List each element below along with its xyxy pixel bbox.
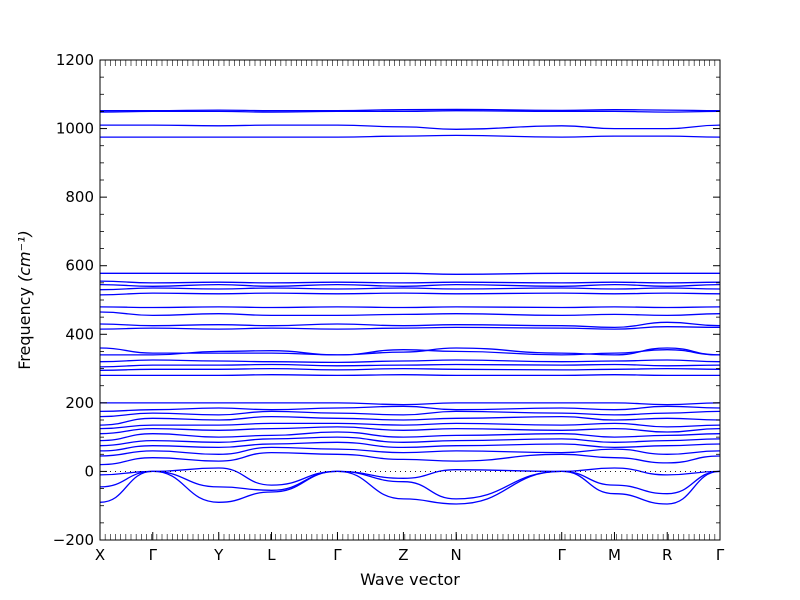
plot-frame <box>99 59 721 541</box>
x-tick-label: L <box>267 546 276 564</box>
band-line-b2 <box>100 470 720 500</box>
y-tick-label: 800 <box>65 188 94 206</box>
band-line-b20 <box>100 347 720 356</box>
x-tick-label: Y <box>213 546 224 564</box>
band-line-b16 <box>100 367 720 371</box>
band-line-b3 <box>100 467 720 486</box>
band-line-b32 <box>100 110 720 113</box>
y-tick-label: 200 <box>65 394 94 412</box>
x-tick-label: M <box>608 546 621 564</box>
bands-layer <box>100 108 720 505</box>
x-tick-label: Z <box>398 546 408 564</box>
band-line-b23 <box>100 311 720 317</box>
y-tick-label: 600 <box>65 257 94 275</box>
x-axis-label: Wave vector <box>360 570 460 589</box>
y-axis-label-text: Frequency <box>15 287 34 370</box>
x-tick-label: Γ <box>558 546 567 564</box>
y-axis-label: Frequency (cm⁻¹) <box>15 230 34 369</box>
band-line-b27 <box>100 283 720 287</box>
y-tick-label: 400 <box>65 325 94 343</box>
band-line-b18 <box>100 359 720 364</box>
band-line-b12 <box>100 410 720 418</box>
y-tick-label: 1000 <box>56 120 94 138</box>
band-line-b19 <box>100 349 720 356</box>
band-line-b31 <box>100 124 720 130</box>
band-line-b8 <box>100 431 720 442</box>
x-tick-label: N <box>451 546 462 564</box>
y-tick-label: 0 <box>84 462 94 480</box>
x-tick-label: Γ <box>716 546 725 564</box>
band-line-b25 <box>100 292 720 296</box>
band-line-b4 <box>100 451 720 466</box>
band-line-b1 <box>100 470 720 505</box>
band-line-b17 <box>100 363 720 368</box>
band-line-b21 <box>100 326 720 330</box>
band-line-b26 <box>100 287 720 291</box>
x-tick-label: X <box>95 546 105 564</box>
band-line-b22 <box>100 321 720 329</box>
band-line-b29 <box>100 272 720 275</box>
band-line-b9 <box>100 426 720 435</box>
band-line-b7 <box>100 436 720 447</box>
band-line-b24 <box>100 306 720 309</box>
band-line-b10 <box>100 422 720 430</box>
band-line-b5 <box>100 446 720 457</box>
y-tick-label: −200 <box>53 531 94 549</box>
band-line-b15 <box>100 374 720 377</box>
x-tick-label: R <box>662 546 672 564</box>
band-line-b6 <box>100 441 720 452</box>
x-tick-label: Γ <box>149 546 158 564</box>
band-line-b33 <box>100 108 720 112</box>
band-line-b13 <box>100 405 720 413</box>
band-line-b28 <box>100 280 720 284</box>
y-axis-label-unit: (cm⁻¹) <box>15 230 34 282</box>
band-line-b30 <box>100 134 720 138</box>
band-line-b14 <box>100 402 720 406</box>
x-tick-label: Γ <box>333 546 342 564</box>
y-tick-label: 1200 <box>56 51 94 69</box>
band-line-b11 <box>100 415 720 426</box>
ticks-layer: −200 0 200 400 600 800 1000 1200 X Γ Y L Γ Z N Γ M R Γ <box>53 51 725 564</box>
